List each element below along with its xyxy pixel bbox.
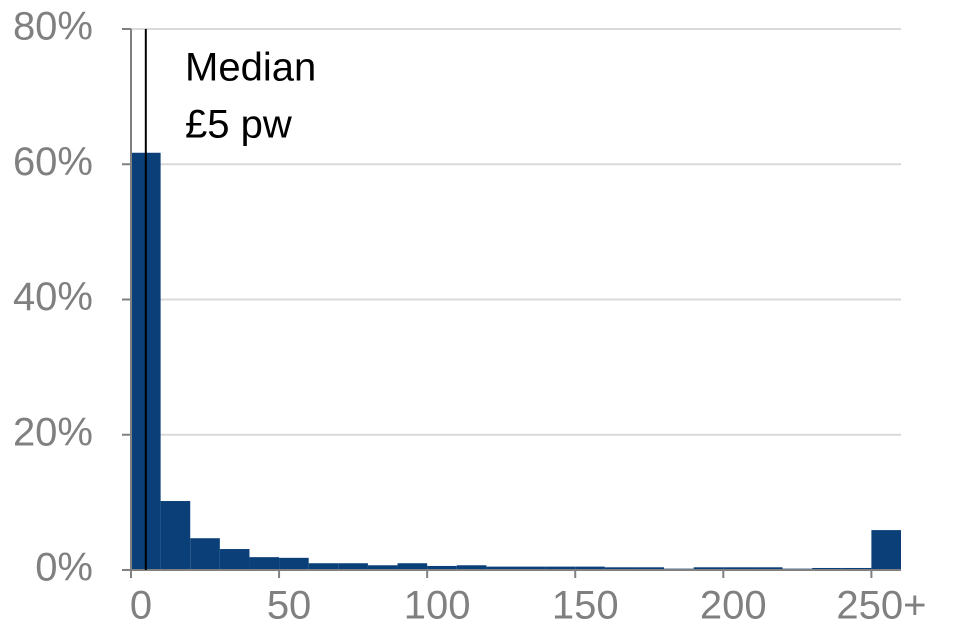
bar <box>279 557 309 570</box>
y-tick-label: 40% <box>13 275 93 319</box>
bar <box>486 566 516 570</box>
bar <box>634 567 665 570</box>
bar <box>545 566 576 570</box>
bar <box>427 565 457 570</box>
bar <box>190 538 220 570</box>
bar <box>397 563 428 570</box>
y-tick-label: 60% <box>13 140 93 184</box>
y-tick-label: 80% <box>13 5 93 49</box>
bar <box>308 563 339 570</box>
bar <box>575 566 605 570</box>
bar <box>693 567 724 570</box>
bar <box>604 567 635 570</box>
y-tick-label: 20% <box>13 410 93 454</box>
x-tick-label: 0 <box>130 584 152 628</box>
bar <box>841 567 872 570</box>
bar <box>812 567 842 570</box>
bar <box>723 567 753 570</box>
x-tick-label: 250+ <box>836 584 926 628</box>
bar <box>516 566 546 570</box>
bar <box>456 565 487 570</box>
bar <box>219 549 250 570</box>
bar <box>871 530 901 570</box>
bar <box>752 567 783 570</box>
x-tick-label: 200 <box>700 584 767 628</box>
bar <box>367 565 398 570</box>
bar <box>338 563 368 570</box>
x-tick-label: 150 <box>552 584 619 628</box>
x-tick-label: 50 <box>267 584 312 628</box>
bar <box>249 557 280 570</box>
x-tick-label: 100 <box>404 584 471 628</box>
y-tick-label: 0% <box>35 546 93 590</box>
annotation: Median <box>185 46 316 90</box>
bar <box>160 501 191 570</box>
annotation: £5 pw <box>185 103 292 147</box>
